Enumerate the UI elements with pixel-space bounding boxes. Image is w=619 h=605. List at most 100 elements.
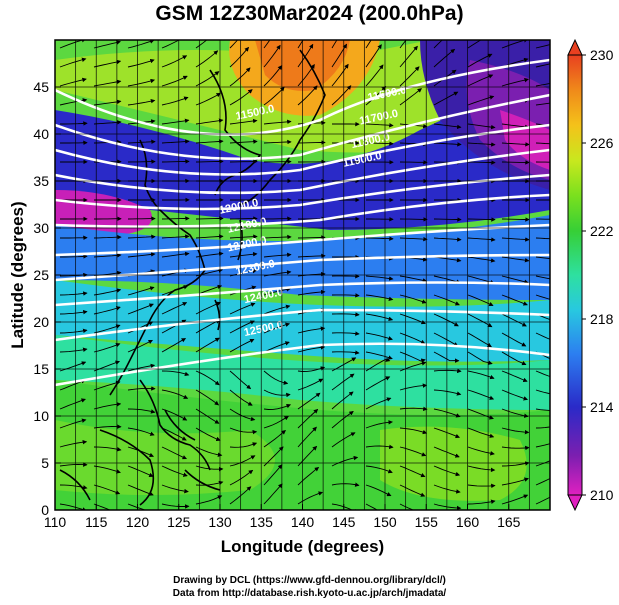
streamline-arrow	[433, 123, 462, 130]
streamline-arrow	[59, 309, 88, 315]
streamline-arrow	[501, 160, 530, 165]
streamline-arrow	[229, 234, 258, 239]
streamline-arrow	[365, 236, 394, 241]
streamline-arrow	[195, 389, 220, 406]
streamline-arrow	[263, 464, 283, 486]
streamline-arrow	[467, 332, 492, 348]
streamline-arrow	[365, 444, 394, 450]
lat-tick-label: 40	[33, 126, 49, 142]
streamline-arrow	[263, 119, 292, 125]
lon-tick-label: 140	[291, 514, 315, 530]
streamline-arrow	[59, 77, 87, 87]
streamline-arrow	[161, 408, 188, 421]
streamline-arrow	[229, 251, 258, 258]
streamline-arrow	[195, 495, 223, 505]
lon-tick-label: 110	[44, 514, 67, 530]
streamline-arrow	[93, 120, 122, 125]
streamline-arrow	[501, 445, 530, 451]
streamline-arrow	[229, 118, 258, 125]
streamline-arrow	[501, 494, 529, 505]
longitude-ticks: 110 115 120 125 130 135 140 145 150 155 160 165	[44, 504, 521, 530]
streamline-arrow	[535, 332, 550, 340]
streamline-arrow	[229, 302, 256, 315]
streamline-arrow	[297, 491, 324, 505]
streamline-arrow	[297, 408, 319, 429]
streamline-arrow	[59, 57, 87, 68]
streamline-arrow	[59, 328, 88, 334]
streamline-arrow	[93, 288, 122, 296]
streamline-arrow	[331, 455, 359, 467]
streamline-arrow	[263, 234, 292, 240]
streamline-arrow	[365, 64, 384, 87]
streamline-arrow	[59, 439, 88, 448]
height-contours	[55, 58, 550, 387]
lat-tick-label: 35	[33, 173, 49, 189]
streamline-arrow	[535, 275, 550, 280]
streamline-arrow	[263, 86, 285, 106]
streamline-arrow	[535, 389, 550, 395]
streamline-arrow	[229, 46, 249, 68]
streamline-arrow	[331, 331, 360, 336]
streamline-arrow	[229, 338, 255, 353]
lat-tick-label: 15	[33, 361, 49, 377]
colorbar-tick-label: 214	[590, 399, 614, 415]
streamline-arrow	[195, 234, 224, 239]
streamline-arrow	[467, 160, 496, 165]
streamline-arrow	[467, 256, 496, 263]
streamline-arrow	[467, 237, 496, 242]
colorbar-tick-label: 226	[590, 135, 614, 151]
streamline-arrow	[263, 44, 281, 68]
streamline-arrow	[127, 286, 155, 296]
streamline-arrow	[229, 216, 258, 221]
streamline-arrow	[161, 484, 189, 494]
streamline-arrow	[127, 408, 156, 414]
streamline-arrow	[433, 217, 462, 222]
streamline-arrow	[365, 351, 393, 360]
streamline-arrow	[93, 253, 122, 258]
streamline-arrow	[263, 416, 289, 429]
streamline-arrow	[501, 427, 530, 435]
streamline-arrow	[399, 427, 428, 435]
streamline-arrow	[93, 59, 122, 68]
streamline-arrow	[93, 503, 112, 510]
streamline-arrow	[161, 427, 187, 441]
streamline-arrow	[467, 370, 495, 380]
streamline-arrow	[127, 216, 156, 221]
streamline-arrow	[365, 40, 372, 49]
streamline-arrow	[467, 351, 493, 365]
streamline-arrow	[467, 40, 482, 49]
streamline-arrow	[331, 43, 348, 68]
streamline-arrow	[229, 40, 239, 49]
lat-tick-label: 20	[33, 314, 49, 330]
credit-data-source: Data from http://database.rish.kyoto-u.a…	[172, 588, 447, 599]
streamline-arrow	[263, 341, 290, 353]
streamline-arrow	[127, 363, 156, 372]
chart-title: GSM 12Z30Mar2024 (200.0hPa)	[155, 2, 464, 25]
streamline-arrow	[263, 370, 289, 385]
streamline-arrow	[59, 347, 88, 353]
streamline-arrow	[161, 389, 189, 399]
streamline-arrow	[59, 98, 88, 106]
streamline-arrow	[229, 159, 258, 164]
streamline-arrow	[331, 312, 360, 317]
streamline-arrow	[161, 302, 188, 315]
latitude-ticks: 0 5 10 15 20 25 30 35 40 45	[33, 79, 61, 518]
streamline-arrow	[501, 477, 529, 486]
streamline-arrow	[161, 216, 190, 221]
streamline-arrow	[365, 332, 393, 341]
streamline-arrow	[263, 40, 271, 49]
streamline-arrow	[127, 386, 156, 391]
streamline-arrow	[433, 40, 443, 49]
streamline-arrow	[467, 499, 496, 505]
lon-tick-label: 120	[126, 514, 150, 530]
streamline-arrow	[195, 92, 221, 106]
streamline-arrow	[127, 339, 153, 353]
streamline-arrow	[93, 402, 122, 410]
streamline-arrow	[297, 43, 314, 68]
streamline-arrow	[161, 40, 180, 49]
streamline-arrow	[229, 320, 255, 334]
streamline-arrow	[93, 380, 121, 391]
streamline-arrow	[263, 65, 283, 87]
streamline-arrow	[161, 75, 188, 87]
streamline-arrow	[161, 234, 190, 239]
